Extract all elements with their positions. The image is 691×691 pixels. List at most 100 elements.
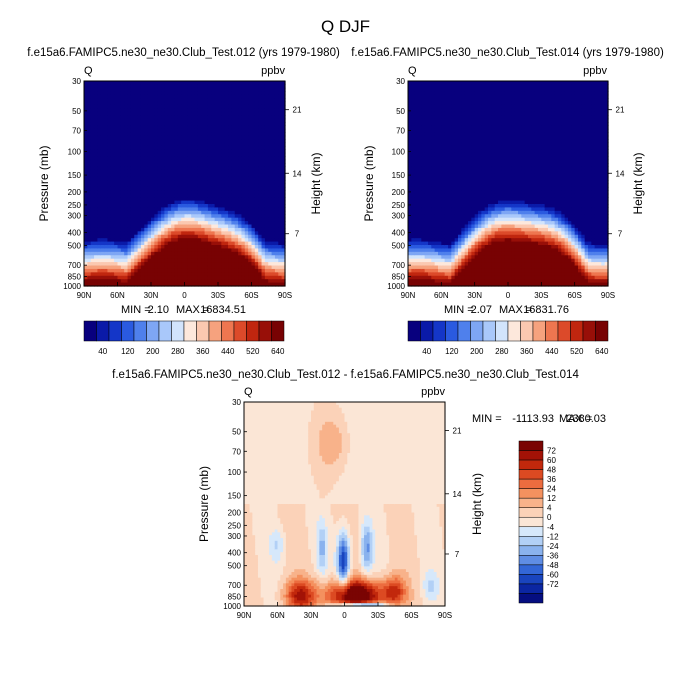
panel-1-field-cell [181,207,186,212]
panel-1-field-cell [201,197,206,202]
panel-1-field-cell [154,207,159,212]
panel-1-field-cell [161,142,165,147]
panel-1-field-cell [157,265,162,270]
panel-1-field-cell [140,115,145,120]
panel-1-field-cell [167,245,172,250]
panel-1-field-cell [244,98,249,103]
panel-1-field-cell [87,156,92,161]
panel-1-field-cell [94,169,98,174]
panel-1-field-cell [104,265,109,270]
panel-1-field-cell [224,84,229,89]
panel-1-field-cell [248,251,253,256]
panel-1-field-cell [264,173,269,178]
panel-1-field-cell [157,221,162,226]
panel-1-field-cell [224,94,229,99]
panel-1-field-cell [261,173,266,178]
panel-1-field-cell [161,262,165,267]
panel-1-field-cell [134,214,139,219]
panel-1-max-label: MAX = [176,304,209,316]
panel-1-field-cell [157,255,162,260]
panel-1-field-cell [204,139,209,144]
panel-1-field-cell [187,152,192,157]
panel-1-field-cell [134,241,139,246]
panel-1-field-cell [104,248,109,253]
panel-1-field-cell [94,108,98,113]
panel-1-field-cell [167,108,172,113]
panel-1-field-cell [127,193,132,198]
panel-1-field-cell [124,94,129,99]
panel-1-field-cell [164,169,169,174]
panel-1-field-cell [274,159,279,164]
panel-1-field-cell [151,125,155,130]
panel-1-field-cell [281,272,286,277]
panel-1-field-cell [174,159,179,164]
panel-1-field-cell [224,166,229,171]
panel-1-field-cell [117,115,122,120]
panel-2-field-cell [408,193,412,198]
panel-1-field-cell [134,282,139,287]
panel-1-field-cell [124,251,129,256]
panel-1-field-cell [274,279,279,284]
panel-1-field-cell [110,207,115,212]
panel-1-field-cell [221,98,226,103]
panel-1-colorbar-label: 640 [271,347,285,356]
panel-1-field-cell [218,265,222,270]
panel-1-field-cell [104,238,109,243]
panel-1-field-cell [248,221,253,226]
panel-1-field-cell [197,176,202,181]
panel-1-field-cell [184,217,189,222]
panel-1-field-cell [224,265,229,270]
panel-1-field-cell [181,193,186,198]
panel-1-field-cell [181,94,186,99]
panel-1-field-cell [207,200,212,205]
panel-1-field-cell [100,204,105,209]
panel-1-field-cell [114,118,119,123]
panel-1-field-cell [268,224,273,229]
panel-1-field-cell [264,227,269,232]
panel-1-field-cell [120,190,125,195]
panel-1-field-cell [127,204,132,209]
panel-1-field-cell [130,234,135,239]
panel-1-field-cell [234,275,239,280]
panel-1-field-cell [254,279,259,284]
panel-1-field-cell [251,145,256,150]
panel-1-field-cell [184,152,189,157]
panel-1-field-cell [254,210,259,215]
panel-1-field-cell [114,132,119,137]
panel-1-field-cell [110,173,115,178]
panel-1-field-cell [130,186,135,191]
panel-1-field-cell [147,128,152,133]
panel-1-field-cell [271,262,276,267]
panel-1-colorbar-swatch [196,320,210,342]
panel-1-field-cell [241,81,246,86]
panel-1-field-cell [204,224,209,229]
panel-1-field-cell [191,87,196,92]
panel-2-field-cell [411,91,416,96]
panel-1-field-cell [140,204,145,209]
p1-y2-tick-label: 21 [293,106,302,115]
panel-1-field-cell [90,98,95,103]
panel-1-field-cell [251,94,256,99]
panel-1-field-cell [214,149,219,154]
panel-1-field-cell [104,152,109,157]
panel-1-field-cell [90,248,95,253]
panel-1-field-cell [238,128,243,133]
panel-1-field-cell [184,159,189,164]
panel-1-field-cell [207,156,212,161]
panel-1-field-cell [90,268,95,273]
panel-1-field-cell [221,108,226,113]
panel-1-field-cell [177,180,182,185]
panel-1-field-cell [231,101,236,106]
panel-1-field-cell [161,193,165,198]
panel-1-field-cell [157,87,162,92]
panel-1-field-cell [261,159,266,164]
panel-1-field-cell [174,193,179,198]
panel-1-field-cell [238,268,243,273]
panel-1-field-cell [120,125,125,130]
panel-1-field-cell [147,176,152,181]
panel-1-field-cell [107,84,112,89]
p1-y-tick-label: 400 [68,228,82,237]
panel-1-field-cell [137,87,142,92]
panel-1-field-cell [228,214,232,219]
panel-1-field-cell [224,255,229,260]
